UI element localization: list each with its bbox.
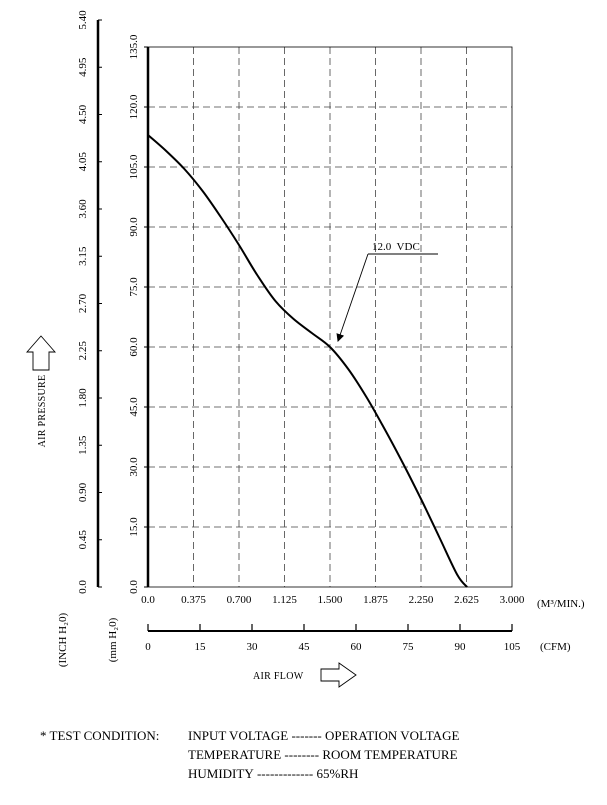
y-tick-label-mm: 0.0 (128, 580, 140, 594)
test-condition-row: TEMPERATURE -------- ROOM TEMPERATURE (40, 745, 459, 764)
x-tick-label-m3: 0.700 (227, 594, 252, 606)
test-condition-dashes: ------- (288, 728, 326, 743)
test-condition-spacer (40, 745, 188, 764)
y-tick-label-mm: 15.0 (128, 517, 140, 537)
test-condition-value: ROOM TEMPERATURE (322, 747, 458, 762)
grid-lines (148, 47, 512, 587)
x-tick-label-cfm: 60 (351, 641, 363, 653)
y-ticks-inch: 0.0 0.45 0.90 1.35 1.80 2.25 2.70 3.15 3.60 4.05 4… (77, 10, 102, 594)
x-tick-label-cfm: 105 (504, 641, 521, 653)
y-axis-label: AIR PRESSURE (37, 375, 48, 448)
y-tick-label-mm: 90.0 (128, 217, 140, 237)
y-tick-label-inch: 4.50 (77, 104, 89, 124)
test-condition-item: INPUT VOLTAGE (188, 728, 289, 743)
y-tick-label-mm: 45.0 (128, 397, 140, 417)
test-condition-row: HUMIDITY ------------- 65%RH (40, 764, 459, 783)
x-tick-label-cfm: 90 (455, 641, 467, 653)
x-tick-label-m3: 2.625 (454, 594, 479, 606)
x-tick-label-m3: 1.875 (363, 594, 388, 606)
test-condition-prefix: * TEST CONDITION: (40, 728, 160, 743)
x-tick-label-cfm: 0 (145, 641, 151, 653)
y-tick-label-inch: 4.95 (77, 57, 89, 77)
y-tick-label-mm: 135.0 (128, 34, 140, 59)
x-tick-label-cfm: 45 (299, 641, 311, 653)
y-tick-label-inch: 3.15 (77, 246, 89, 266)
x-tick-label-m3: 3.000 (500, 594, 525, 606)
x-tick-label-m3: 2.250 (409, 594, 434, 606)
x-ticks-m3: 0.0 0.375 0.700 1.125 1.500 1.875 2.250 2.625 3.… (141, 594, 525, 606)
y-ticks-mm: 0.0 15.0 30.0 45.0 60.0 75.0 90.0 105.0 120.0 135… (128, 34, 148, 594)
test-condition-item: TEMPERATURE (188, 747, 282, 762)
y-tick-label-inch: 1.80 (77, 388, 89, 408)
x-tick-label-cfm: 75 (403, 641, 415, 653)
x-unit-m3: (M³/MIN.) (537, 598, 585, 610)
y-tick-label-mm: 60.0 (128, 337, 140, 357)
annotation: 12.0 VDC (336, 241, 438, 342)
y-unit-mm: (mm H₂0) (107, 617, 119, 662)
y-tick-label-inch: 0.90 (77, 482, 89, 502)
test-condition-item: HUMIDITY (188, 766, 254, 781)
y-tick-label-mm: 105.0 (128, 154, 140, 179)
series-line-12vdc (147, 134, 468, 588)
annotation-leader (336, 253, 369, 342)
test-condition-row: * TEST CONDITION: INPUT VOLTAGE ------- … (40, 726, 459, 745)
y-tick-label-mm: 120.0 (128, 94, 140, 119)
y-tick-label-inch: 2.70 (77, 293, 89, 313)
test-condition-value: OPERATION VOLTAGE (325, 728, 460, 743)
y-unit-inch: (INCH H₂0) (57, 613, 69, 668)
y-tick-label-mm: 75.0 (128, 277, 140, 297)
x-tick-label-m3: 0.0 (141, 594, 155, 606)
y-tick-label-inch: 2.25 (77, 341, 89, 361)
x-tick-label-cfm: 30 (247, 641, 259, 653)
test-condition-dashes: -------- (281, 747, 323, 762)
y-tick-label-inch: 4.05 (77, 152, 89, 172)
y-tick-label-inch: 3.60 (77, 199, 89, 219)
fan-performance-chart: 0.0 15.0 30.0 45.0 60.0 75.0 90.0 105.0 120.0 135… (26, 10, 585, 688)
y-tick-label-inch: 0.0 (77, 580, 89, 594)
test-condition-spacer (40, 764, 188, 783)
test-condition-value: 65%RH (316, 766, 359, 781)
y-tick-label-inch: 5.40 (77, 10, 89, 30)
x-ticks-cfm: 0 15 30 45 60 75 90 105 (145, 624, 521, 653)
x-unit-cfm: (CFM) (540, 641, 571, 653)
x-tick-label-m3: 0.375 (181, 594, 206, 606)
annotation-label: 12.0 VDC (372, 241, 420, 253)
x-axis-label: AIR FLOW (253, 671, 304, 682)
y-tick-label-inch: 0.45 (77, 530, 89, 550)
right-arrow-icon (320, 662, 357, 688)
y-tick-label-mm: 30.0 (128, 457, 140, 477)
x-tick-label-m3: 1.500 (318, 594, 343, 606)
test-condition: * TEST CONDITION: INPUT VOLTAGE ------- … (40, 726, 459, 783)
x-tick-label-m3: 1.125 (272, 594, 297, 606)
y-tick-label-inch: 1.35 (77, 435, 89, 455)
x-tick-label-cfm: 15 (195, 641, 207, 653)
up-arrow-icon (26, 335, 56, 371)
test-condition-dashes: ------------- (253, 766, 317, 781)
